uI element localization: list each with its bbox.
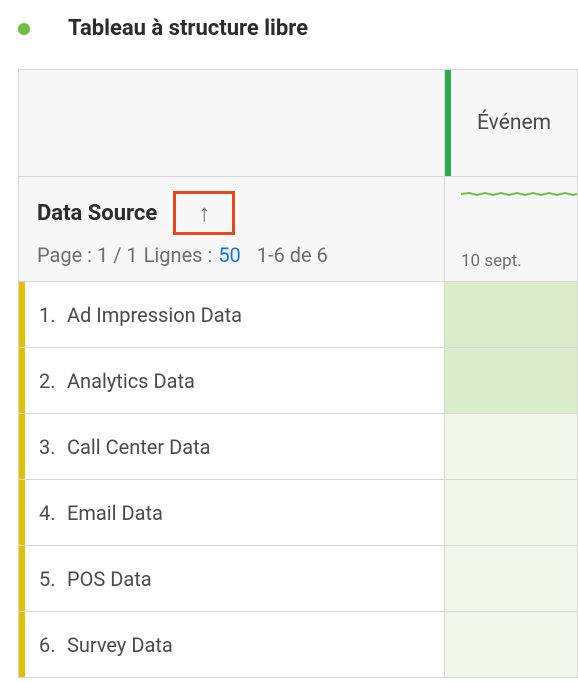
row-metric-cell <box>445 612 577 677</box>
table-subheader-row: Data Source ↑ Page : 1 / 1 Lignes : 50 1… <box>18 177 578 282</box>
row-number: 6. <box>39 633 59 657</box>
panel-title: Tableau à structure libre <box>68 16 308 41</box>
row-metric-cell <box>445 282 577 347</box>
row-dimension-cell: 4. Email Data <box>25 480 445 545</box>
metric-date: 10 sept. <box>461 251 577 271</box>
table-row[interactable]: 4. Email Data <box>18 480 578 546</box>
row-label: Ad Impression Data <box>67 303 242 327</box>
row-number: 5. <box>39 567 59 591</box>
row-label: Analytics Data <box>67 369 195 393</box>
row-metric-cell <box>445 414 577 479</box>
pager: Page : 1 / 1 Lignes : 50 1-6 de 6 <box>37 243 424 267</box>
row-metric-cell <box>445 348 577 413</box>
pager-lines-value[interactable]: 50 <box>218 243 240 267</box>
row-metric-cell <box>445 480 577 545</box>
sparkline-icon <box>461 185 577 203</box>
row-number: 4. <box>39 501 59 525</box>
row-dimension-cell: 2. Analytics Data <box>25 348 445 413</box>
row-number: 3. <box>39 435 59 459</box>
metric-header[interactable]: Événem <box>445 70 577 176</box>
row-label: Survey Data <box>67 633 173 657</box>
pager-lines-label: Lignes : <box>144 243 213 267</box>
pager-range: 1-6 de 6 <box>257 243 328 267</box>
table-header-row: Événem <box>18 69 578 177</box>
metric-summary-cell: 10 sept. <box>445 177 577 281</box>
row-dimension-cell: 3. Call Center Data <box>25 414 445 479</box>
pager-page: Page : 1 / 1 <box>37 243 138 267</box>
dimension-header-spacer <box>19 70 445 176</box>
table-row[interactable]: 3. Call Center Data <box>18 414 578 480</box>
row-label: Call Center Data <box>67 435 211 459</box>
status-dot-icon <box>18 23 30 35</box>
table-row[interactable]: 5. POS Data <box>18 546 578 612</box>
table-row[interactable]: 6. Survey Data <box>18 612 578 678</box>
row-metric-cell <box>445 546 577 611</box>
dimension-name: Data Source <box>37 201 157 226</box>
arrow-up-icon: ↑ <box>198 201 210 225</box>
freeform-table: Événem Data Source ↑ Page : 1 / 1 Lignes… <box>18 69 578 678</box>
metric-header-label: Événem <box>477 111 551 135</box>
table-row[interactable]: 2. Analytics Data <box>18 348 578 414</box>
row-number: 1. <box>39 303 59 327</box>
row-label: Email Data <box>67 501 163 525</box>
panel-title-row: Tableau à structure libre <box>0 0 578 69</box>
row-dimension-cell: 6. Survey Data <box>25 612 445 677</box>
row-dimension-cell: 5. POS Data <box>25 546 445 611</box>
row-number: 2. <box>39 369 59 393</box>
table-row[interactable]: 1. Ad Impression Data <box>18 282 578 348</box>
row-label: POS Data <box>67 567 152 591</box>
sort-button[interactable]: ↑ <box>173 191 235 235</box>
dimension-header[interactable]: Data Source ↑ Page : 1 / 1 Lignes : 50 1… <box>19 177 445 281</box>
row-dimension-cell: 1. Ad Impression Data <box>25 282 445 347</box>
